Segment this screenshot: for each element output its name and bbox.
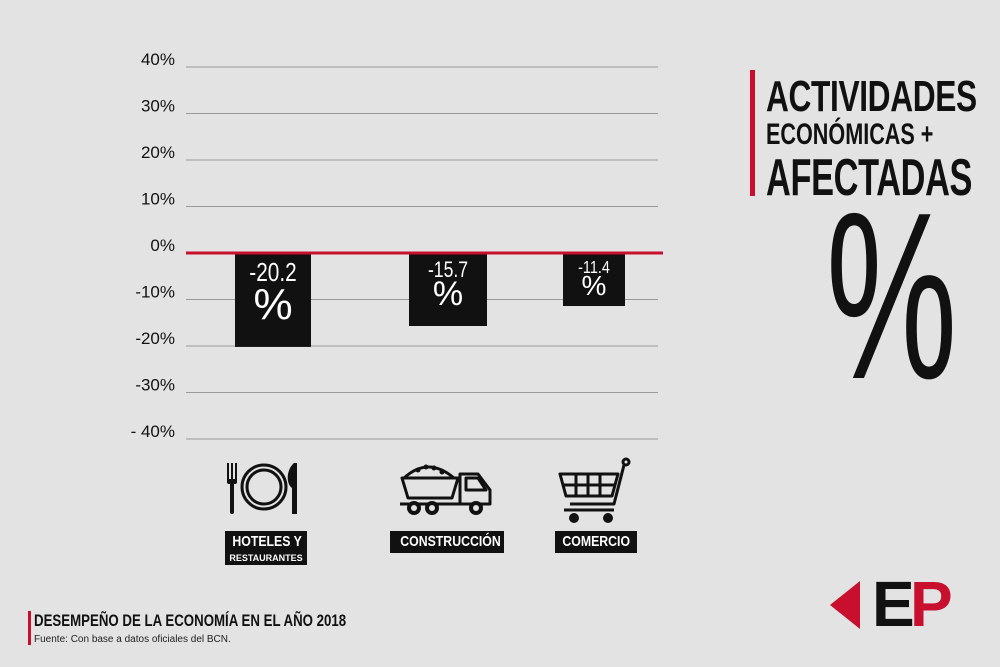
bar — [235, 253, 311, 347]
plate-cutlery-icon — [227, 463, 297, 514]
category-label-hoteles: HOTELES Y RESTAURANTES — [225, 531, 307, 565]
y-axis-ticks: 40% 30% 20% 10% 0% -10% -20% -30% - 40% — [131, 50, 175, 441]
headline-line-2: ECONÓMICAS + — [766, 118, 934, 151]
logo-letter-p: P — [910, 568, 953, 640]
footer-title: DESEMPEÑO DE LA ECONOMÍA EN EL AÑO 2018 — [34, 611, 347, 630]
y-tick-label: -10% — [135, 283, 175, 302]
bar-value-label: -11.4 — [578, 258, 610, 278]
bar-value-label: -15.7 — [428, 258, 468, 282]
headline-accent-bar — [750, 70, 755, 196]
footer-source: Fuente: Con base a datos oficiales del B… — [34, 634, 231, 645]
footer-accent-bar — [28, 611, 31, 645]
y-tick-label: 20% — [141, 143, 175, 162]
y-tick-label: 0% — [150, 236, 175, 255]
bar-unit-label: % — [582, 270, 607, 301]
headline-line-3: AFECTADAS — [766, 149, 973, 207]
category-label-comercio: COMERCIO — [555, 531, 637, 553]
dump-truck-icon — [400, 464, 492, 515]
bars — [235, 253, 625, 347]
bar — [409, 253, 487, 327]
bar-chart: 40%30%20%10%0%-10%-20%-30%- 40% -20.2%-1… — [131, 50, 663, 441]
category-label-construccion: CONSTRUCCIÓN — [390, 531, 504, 553]
y-tick-label: 40% — [141, 50, 175, 69]
y-tick-label: -20% — [135, 329, 175, 348]
shopping-cart-icon — [558, 457, 631, 523]
bar — [563, 253, 625, 307]
bar-unit-label: % — [433, 275, 463, 313]
bar-unit-label: % — [253, 280, 292, 329]
y-tick-label: - 40% — [131, 422, 175, 441]
bar-labels: -20.2%-15.7%-11.4% — [249, 258, 610, 329]
y-tick-label: 10% — [141, 190, 175, 209]
y-tick-label: -30% — [135, 376, 175, 395]
y-tick-label: 30% — [141, 97, 175, 116]
bar-value-label: -20.2 — [249, 258, 296, 287]
logo-arrow-icon — [830, 581, 860, 629]
headline-percent-symbol: % — [826, 164, 958, 429]
logo-letter-e: E — [872, 568, 915, 640]
headline-line-1: ACTIVIDADES — [766, 72, 977, 121]
